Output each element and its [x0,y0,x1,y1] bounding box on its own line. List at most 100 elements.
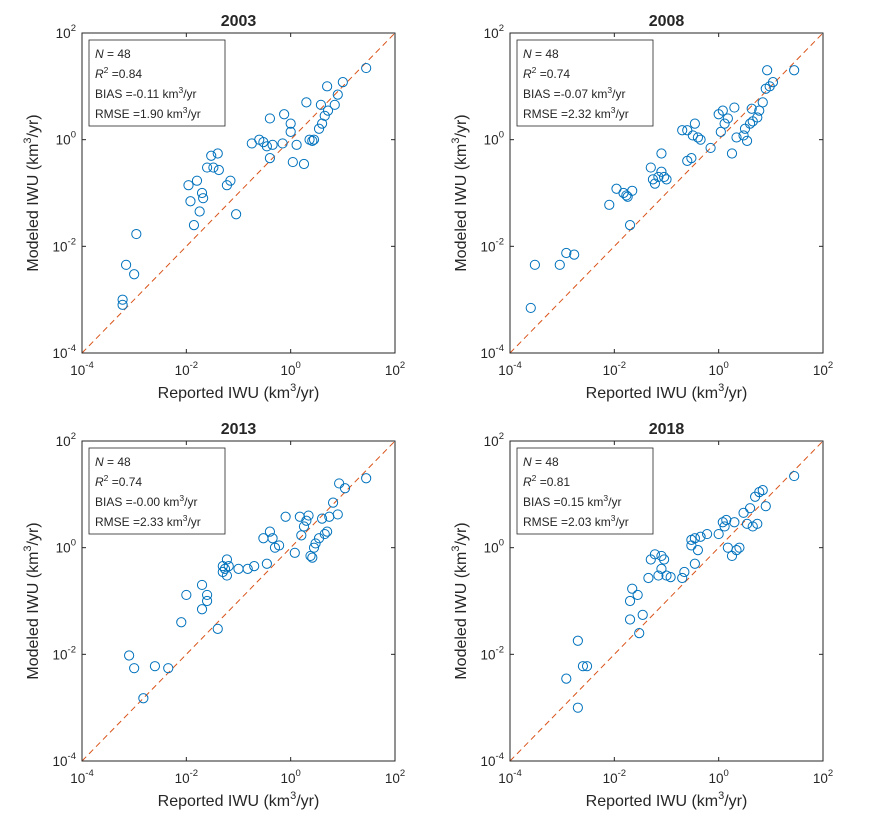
data-point [752,518,763,529]
data-point [653,570,664,581]
chart-panel-2008: 2008 10-410-4 10-2 10-2 100 100 102 102 Reported… [450,13,833,402]
data-point [561,247,572,259]
axes-box [81,32,396,354]
data-point [705,142,716,154]
data-point [319,528,330,540]
data-point [604,199,615,210]
data-point [117,299,128,310]
axes-box [509,440,824,762]
data-point [738,507,749,518]
data-point [686,153,697,164]
x-tick-label: 100 [281,768,301,786]
y-tick-label: 102 [56,431,76,449]
chart-title: 2013 [221,421,257,438]
x-axis-label: Reported IWU (km3/yr) [586,382,748,402]
y-tick-label: 102 [56,23,76,41]
x-tick-label: 100 [281,360,301,378]
data-point [221,554,233,565]
data-point [689,558,700,569]
y-tick-label: 10-2 [481,236,504,254]
data-point [129,663,140,674]
one-to-one-line [81,440,396,762]
stat-n: N = 48 [95,455,131,469]
data-point [722,113,733,124]
y-axis-label: Modeled IWU (km3/yr) [450,114,470,271]
data-point [198,193,209,204]
chart-title: 2008 [649,13,685,30]
axes-box [81,440,396,762]
x-tick-label: 102 [385,768,405,786]
data-point [327,497,339,508]
x-tick-label: 10-4 [70,360,93,378]
data-point [287,156,298,168]
data-point [196,579,208,591]
data-point [569,249,580,260]
data-point [687,130,698,141]
data-point [264,153,276,164]
data-point [719,118,730,129]
y-tick-label: 10-4 [481,343,504,361]
stats-box: N = 48 R2 =0.81 BIAS =0.15 km3/yr RMSE =2.0… [516,447,654,535]
data-point [212,148,223,159]
data-point [163,663,174,674]
data-point [760,501,771,512]
data-point [572,702,583,713]
y-tick-label: 10-4 [481,751,504,769]
data-point [659,171,670,183]
data-point [194,206,205,217]
data-point [337,77,348,88]
data-point [267,533,278,544]
data-point [627,583,638,594]
data-point [653,171,664,183]
x-tick-label: 100 [709,768,729,786]
y-tick-label: 100 [484,538,504,556]
data-point [316,118,328,129]
data-point [525,302,536,314]
data-point [713,528,724,540]
data-point [627,185,638,196]
data-point [632,589,643,601]
data-point [181,589,192,601]
y-tick-label: 10-2 [53,236,76,254]
y-tick-label: 10-2 [481,644,504,662]
data-point [656,166,667,177]
data-point [692,132,704,143]
data-point [310,538,321,549]
x-tick-label: 102 [385,360,405,378]
stats-box-frame [516,39,654,127]
chart-panel-2003: 2003 10-410-4 10-2 10-2 100 100 102 102 Reported… [22,13,405,402]
data-point [201,162,213,173]
data-point [176,617,187,628]
stat-rmse: RMSE =2.32 km3/yr [523,105,629,121]
data-point [572,635,583,646]
data-point [695,134,706,145]
x-tick-label: 10-4 [498,360,521,378]
data-point [298,521,310,532]
data-point [577,661,589,672]
data-point [789,65,800,76]
stat-bias: BIAS =0.15 km3/yr [523,493,621,509]
data-point [267,139,278,150]
data-point [233,563,244,574]
data-point [722,542,733,553]
x-tick-label: 10-2 [175,360,198,378]
data-point [280,511,291,522]
data-point [361,62,372,74]
stat-rmse: RMSE =1.90 km3/yr [95,105,201,121]
data-point [361,473,372,484]
data-point [196,604,208,615]
stat-r2: R2 =0.74 [523,65,570,81]
data-point [717,105,728,116]
x-tick-label: 100 [709,360,729,378]
x-tick-label: 10-2 [175,768,198,786]
data-point [273,540,285,551]
data-point [334,478,345,489]
data-point [329,99,340,110]
data-point [206,150,217,161]
data-point [264,526,276,537]
data-point [138,693,149,704]
data-point [679,566,690,578]
data-point [315,99,327,110]
data-point [249,561,260,572]
y-tick-label: 10-4 [53,751,76,769]
